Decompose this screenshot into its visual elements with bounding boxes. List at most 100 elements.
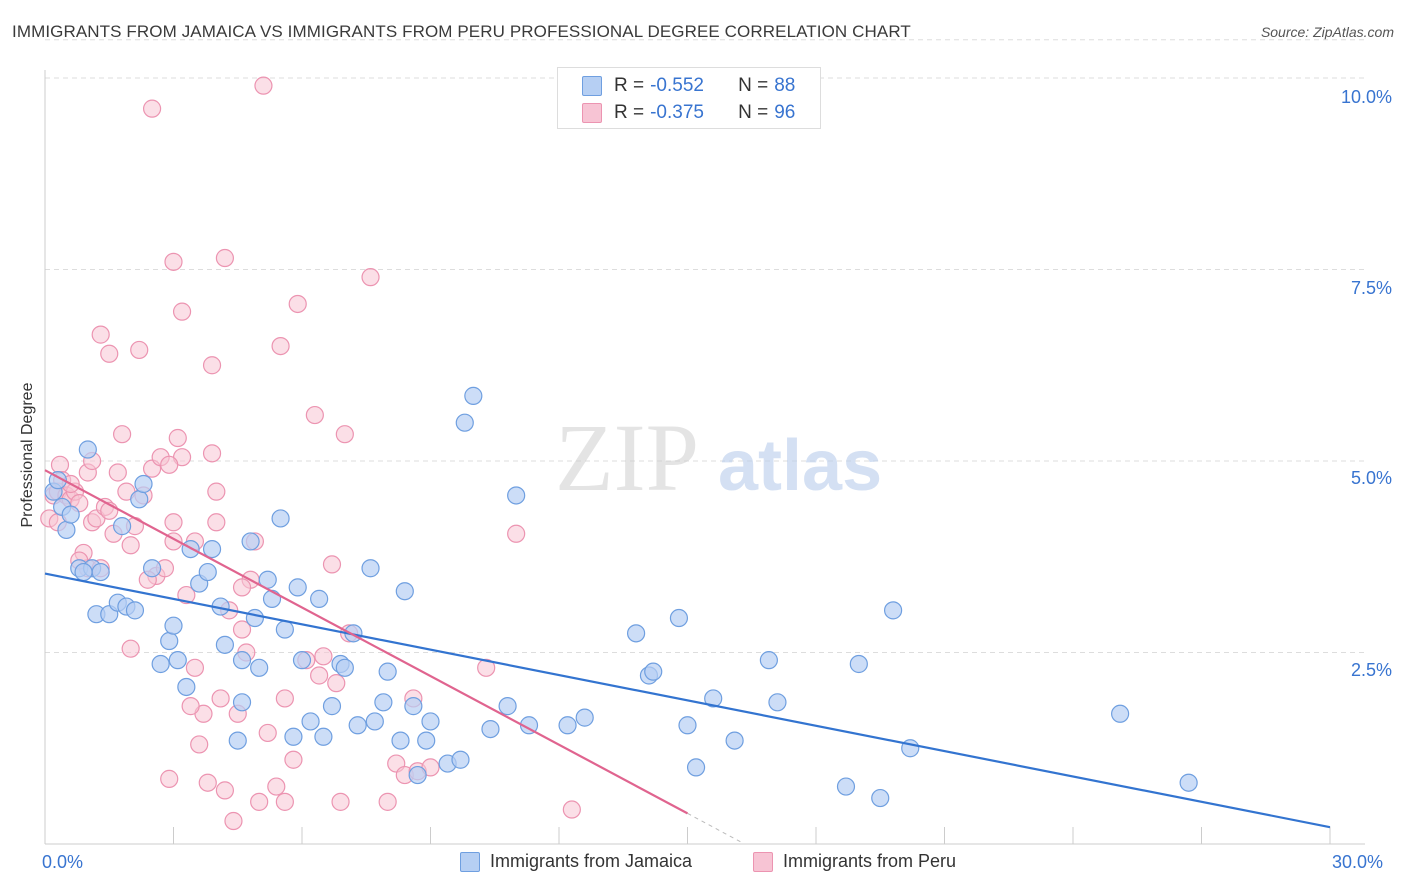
peru-point-76 [164, 252, 183, 271]
jamaica-point-12 [130, 490, 149, 509]
jamaica-point-47 [374, 693, 393, 712]
peru-point-50 [250, 792, 269, 811]
peru-point-63 [335, 425, 354, 444]
jamaica-point-19 [177, 677, 196, 697]
jamaica-point-71 [704, 689, 723, 708]
peru-point-72 [477, 658, 496, 677]
y-tick-label-2-5: 2.5% [1350, 660, 1392, 680]
jamaica-point-32 [262, 589, 282, 608]
jamaica-point-28 [232, 651, 252, 670]
peru-point-58 [305, 405, 324, 425]
peru-point-41 [211, 689, 230, 708]
trendline-jamaica [44, 572, 1331, 829]
jamaica-point-25 [215, 635, 234, 654]
peru-point-18 [108, 463, 127, 482]
jamaica-point-77 [871, 788, 890, 808]
peru-point-78 [254, 76, 273, 95]
jamaica-point-36 [288, 578, 307, 597]
jamaica-point-63 [558, 716, 577, 735]
legend-row-peru: R = -0.375 N = 96 [582, 101, 795, 125]
jamaica-point-48 [378, 662, 397, 681]
jamaica-point-51 [404, 697, 423, 716]
jamaica-point-69 [678, 716, 697, 735]
watermark-zip: ZIP [555, 404, 699, 511]
legend-n-label: N = [738, 102, 769, 123]
peru-point-51 [258, 723, 277, 743]
jamaica-point-60 [498, 697, 517, 716]
legend-r-label: R = [614, 75, 645, 96]
peru-point-32 [168, 428, 187, 448]
jamaica-point-35 [284, 727, 303, 746]
legend-n-value-jamaica: 88 [774, 75, 796, 96]
jamaica-point-53 [417, 731, 436, 750]
peru-point-55 [284, 750, 303, 769]
peru-point-91 [121, 639, 140, 658]
jamaica-point-80 [1111, 704, 1130, 723]
jamaica-point-18 [168, 651, 187, 670]
peru-point-52 [267, 777, 286, 796]
jamaica-point-17 [164, 616, 183, 635]
jamaica-point-50 [395, 582, 414, 601]
legend-item-peru[interactable]: Immigrants from Peru [753, 851, 956, 872]
peru-point-59 [314, 647, 333, 666]
peru-point-94 [275, 689, 294, 708]
jamaica-point-29 [245, 608, 264, 628]
peru-point-38 [198, 773, 217, 792]
legend-swatch-jamaica [460, 851, 480, 872]
trendline-peru-extension [687, 812, 744, 844]
jamaica-point-27 [232, 693, 252, 712]
jamaica-point-23 [202, 539, 222, 559]
jamaica-point-22 [198, 562, 217, 582]
peru-point-44 [224, 811, 243, 831]
jamaica-point-70 [686, 758, 706, 777]
series-legend: Immigrants from Jamaica Immigrants from … [0, 851, 1406, 877]
legend-r-value-peru: -0.375 [650, 102, 704, 123]
jamaica-point-73 [759, 651, 778, 670]
peru-point-60 [322, 555, 342, 574]
peru-point-19 [112, 425, 132, 444]
peru-point-86 [160, 455, 179, 474]
legend-label-peru: Immigrants from Peru [783, 851, 957, 871]
peru-point-35 [185, 658, 205, 677]
jamaica-point-59 [481, 719, 500, 739]
jamaica-point-87 [292, 651, 312, 670]
legend-r-label: R = [614, 102, 645, 123]
peru-point-79 [142, 99, 162, 118]
x-tick-label-min: 0.0% [42, 852, 84, 872]
peru-point-65 [361, 268, 380, 287]
jamaica-point-57 [455, 413, 474, 432]
peru-point-93 [207, 482, 226, 501]
jamaica-point-46 [365, 712, 384, 731]
peru-point-62 [331, 792, 350, 811]
peru-point-95 [310, 666, 329, 685]
legend-r-value-jamaica: -0.552 [650, 75, 704, 96]
peru-point-33 [172, 302, 192, 321]
jamaica-point-56 [451, 750, 470, 769]
jamaica-point-8 [91, 562, 110, 582]
legend-swatch-peru [753, 851, 773, 872]
chart-title: IMMIGRANTS FROM JAMAICA VS IMMIGRANTS FR… [12, 22, 911, 41]
jamaica-point-44 [348, 716, 367, 735]
jamaica-point-30 [250, 658, 269, 677]
legend-item-jamaica[interactable]: Immigrants from Jamaica [460, 851, 692, 872]
legend-swatch-peru [582, 103, 602, 123]
jamaica-point-72 [725, 731, 744, 750]
peru-point-83 [202, 444, 222, 463]
peru-point-74 [562, 800, 581, 819]
peru-point-39 [202, 356, 222, 375]
jamaica-point-84 [78, 440, 97, 459]
jamaica-point-85 [112, 517, 132, 536]
jamaica-point-83 [74, 562, 93, 582]
jamaica-point-14 [142, 559, 162, 578]
x-tick-label-max: 30.0% [1332, 852, 1384, 872]
jamaica-point-4 [61, 505, 80, 524]
jamaica-point-54 [421, 712, 440, 731]
jamaica-point-61 [507, 486, 526, 505]
peru-point-36 [190, 735, 209, 754]
jamaica-point-75 [836, 777, 856, 796]
peru-point-54 [275, 792, 294, 811]
jamaica-point-65 [626, 624, 646, 643]
peru-point-40 [207, 513, 226, 532]
jamaica-point-15 [151, 654, 170, 674]
legend-n-label: N = [738, 75, 769, 96]
